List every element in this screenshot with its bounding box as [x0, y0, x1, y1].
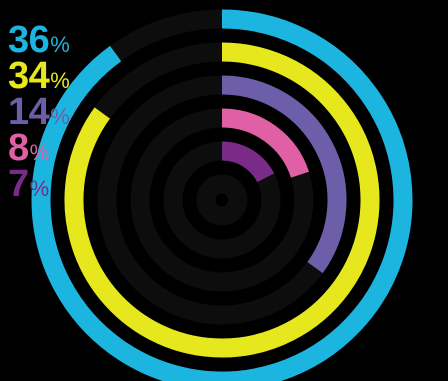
track-ring-5	[196, 174, 248, 226]
bar-arc-36	[31, 9, 413, 381]
legend-value: 8	[8, 127, 29, 169]
legend-unit: %	[29, 176, 50, 201]
bar-arc-14	[221, 75, 347, 274]
legend-item-34: 34%	[8, 55, 70, 97]
legend-value: 36	[8, 19, 50, 61]
legend-item-14: 14%	[8, 91, 70, 133]
legend-value: 34	[8, 55, 50, 97]
legend-unit: %	[50, 104, 70, 129]
legend-item-36: 36%	[8, 19, 70, 61]
legend: 36% 34% 14% 8% 7%	[8, 19, 70, 205]
bar-arc-7	[221, 141, 275, 183]
legend-item-8: 8%	[8, 127, 70, 169]
radial-bars	[31, 9, 413, 381]
legend-item-7: 7%	[8, 163, 70, 205]
legend-value: 7	[8, 163, 29, 205]
legend-unit: %	[29, 140, 50, 165]
legend-value: 14	[8, 91, 50, 133]
legend-unit: %	[50, 32, 70, 57]
bar-arc-8	[221, 108, 310, 178]
legend-unit: %	[50, 68, 70, 93]
bar-arc-34	[64, 42, 380, 358]
